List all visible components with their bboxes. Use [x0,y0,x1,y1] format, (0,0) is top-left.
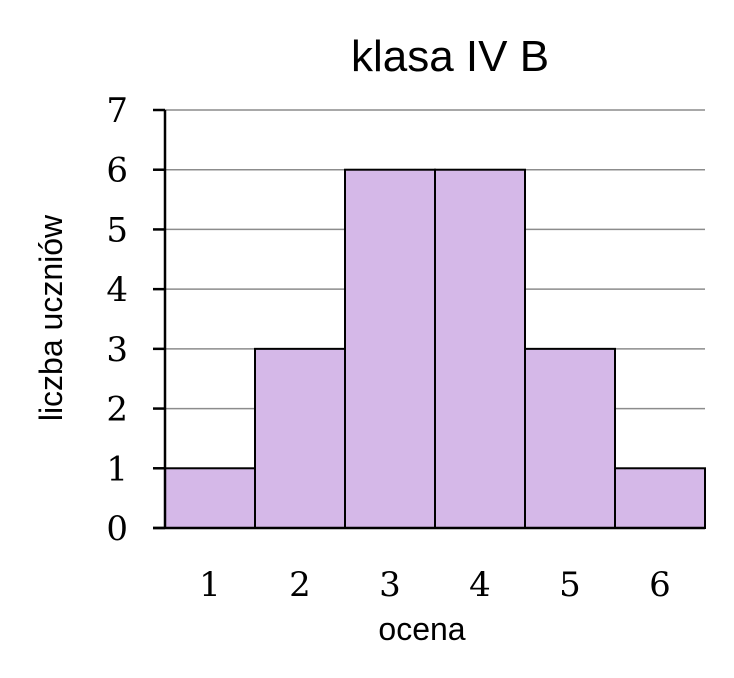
axes [153,108,705,530]
y-tick-label: 1 [106,449,128,489]
x-tick-label: 1 [199,565,221,605]
y-tick-label: 0 [106,509,128,549]
bar-4 [434,168,526,529]
y-tick-label: 5 [106,210,128,250]
y-tick-labels: 0 1 2 3 4 5 6 7 [106,91,128,549]
bar-6 [614,467,706,529]
bar-2 [254,347,346,529]
y-tick-label: 2 [106,390,128,430]
x-tick-label: 3 [379,565,401,605]
y-tick-label: 6 [106,151,128,191]
x-tick-label: 2 [289,565,311,605]
x-axis-label: ocena [378,611,465,647]
bar-5 [524,347,616,529]
y-tick-label: 7 [106,91,128,131]
x-tick-label: 6 [649,565,671,605]
x-tick-labels: 1 2 3 4 5 6 [199,565,671,605]
bars [164,168,706,529]
bar-3 [344,168,436,529]
y-tick-label: 4 [106,270,128,310]
chart-title: klasa IV B [351,32,549,81]
bar-1 [164,467,256,529]
y-tick-label: 3 [106,330,128,370]
y-axis-label: liczba uczniów [33,214,69,421]
x-tick-label: 4 [469,565,491,605]
x-tick-label: 5 [559,565,581,605]
